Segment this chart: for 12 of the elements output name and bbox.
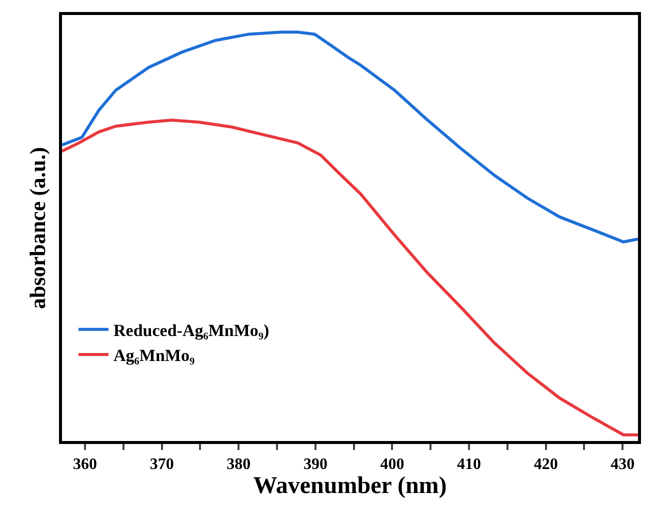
x-tick-label: 380 <box>226 456 251 474</box>
x-tick-label: 370 <box>150 456 174 474</box>
y-axis-title: absorbance (a.u.) <box>24 147 50 309</box>
x-tick-label: 400 <box>380 456 404 474</box>
x-tick-label: 420 <box>534 456 558 474</box>
x-tick-label: 430 <box>610 456 635 474</box>
x-tick-label: 410 <box>457 456 482 474</box>
x-tick-label: 360 <box>73 456 98 474</box>
x-axis-title: Wavenumber (nm) <box>253 473 447 500</box>
x-tick-label: 390 <box>303 456 328 474</box>
legend-label: Reduced-Ag₆MnMo₉) <box>114 321 270 340</box>
legend-label: Ag₆MnMo₉ <box>114 346 195 366</box>
